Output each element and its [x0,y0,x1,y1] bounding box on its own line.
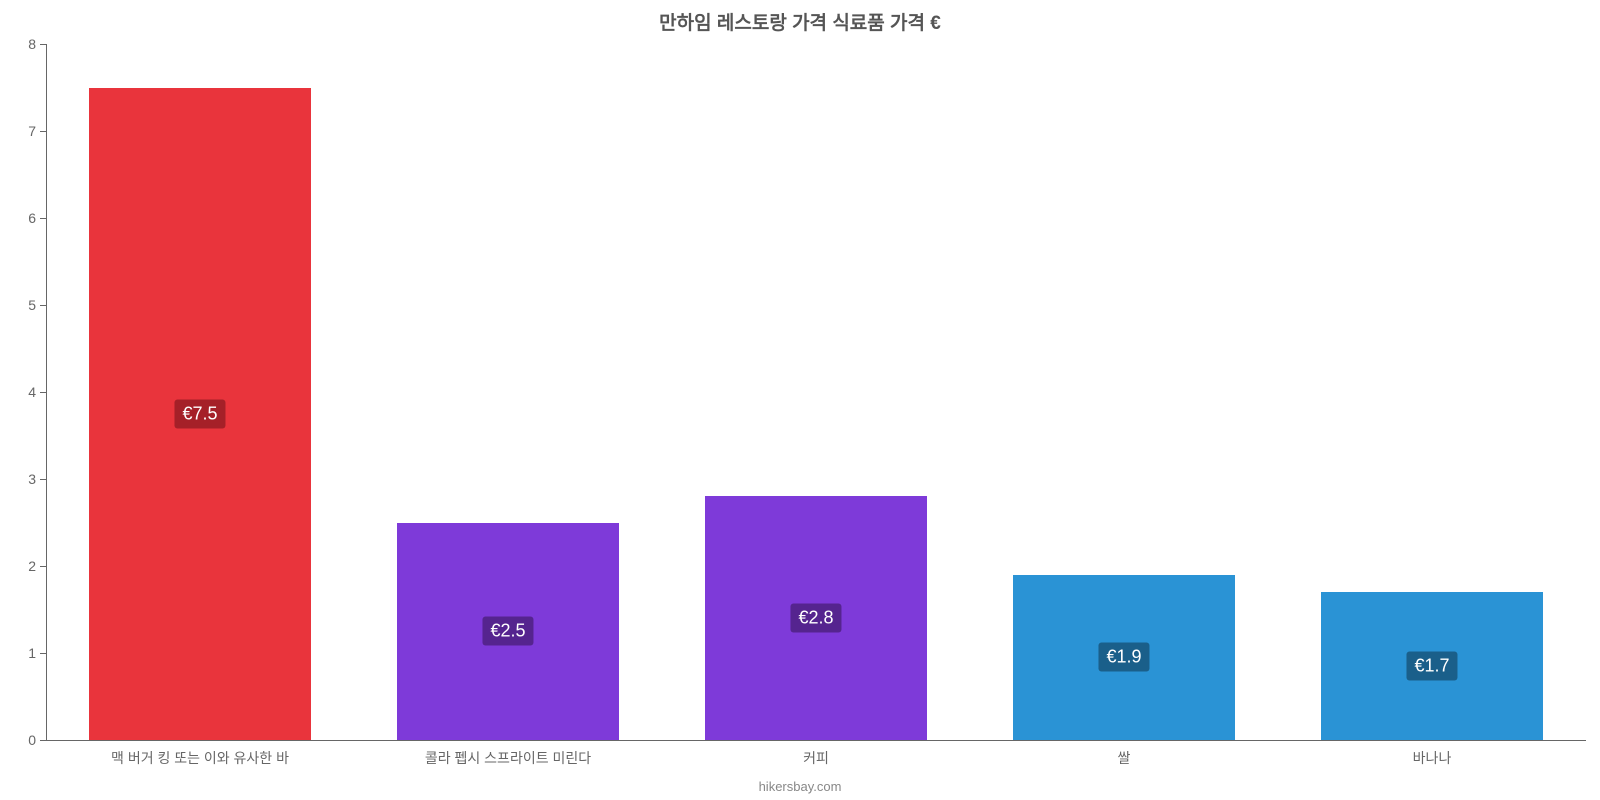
y-tick-label: 5 [28,297,46,313]
value-badge: €2.8 [790,604,841,633]
value-badge: €1.9 [1098,643,1149,672]
value-badge: €2.5 [482,617,533,646]
value-badge: €7.5 [174,399,225,428]
chart-container: 만하임 레스토랑 가격 식료품 가격 € 012345678맥 버거 킹 또는 … [0,0,1600,800]
y-tick-label: 0 [28,732,46,748]
plot-area: 012345678맥 버거 킹 또는 이와 유사한 바€7.5콜라 펩시 스프라… [46,44,1586,740]
y-tick-label: 1 [28,645,46,661]
chart-title: 만하임 레스토랑 가격 식료품 가격 € [0,8,1600,35]
y-tick-label: 6 [28,210,46,226]
y-tick-label: 7 [28,123,46,139]
value-badge: €1.7 [1406,652,1457,681]
x-tick-label: 쌀 [1118,740,1131,768]
y-tick-label: 8 [28,36,46,52]
x-tick-label: 콜라 펩시 스프라이트 미린다 [425,740,591,768]
y-tick-label: 2 [28,558,46,574]
y-tick-label: 4 [28,384,46,400]
x-tick-label: 커피 [803,740,829,768]
attribution-text: hikersbay.com [0,779,1600,794]
x-tick-label: 맥 버거 킹 또는 이와 유사한 바 [111,740,289,768]
x-tick-label: 바나나 [1413,740,1452,768]
y-axis-line [46,44,47,740]
y-tick-label: 3 [28,471,46,487]
